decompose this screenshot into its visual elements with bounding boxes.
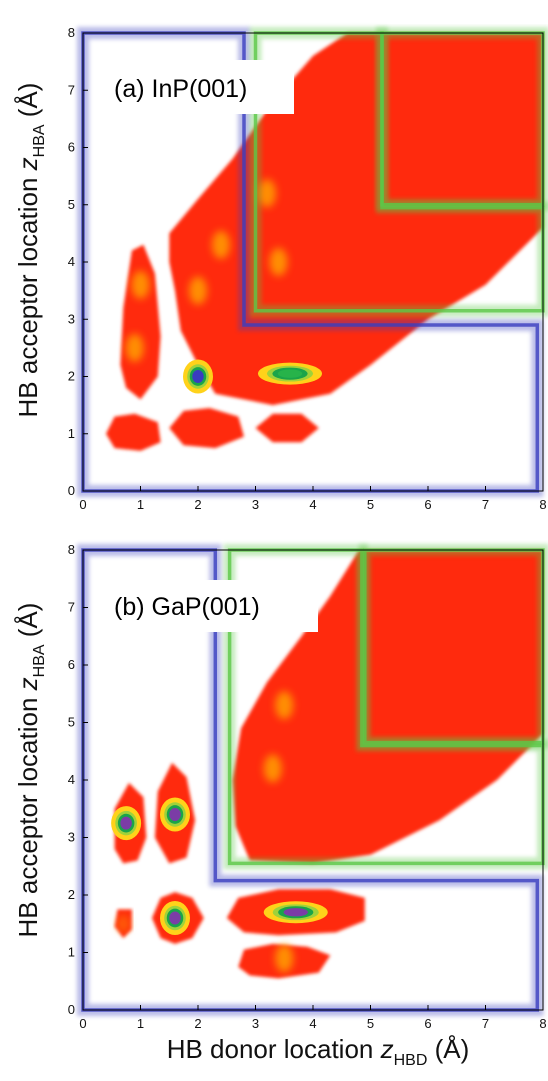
xlabel-sub: HBD	[394, 1052, 428, 1069]
panel-a-y-axis-label: HB acceptor location zHBA (Å)	[13, 83, 48, 418]
ylabel-a-var: z	[13, 157, 43, 171]
y-tick-label: 7	[68, 600, 75, 615]
xlabel-unit: (Å)	[427, 1034, 469, 1064]
peak-core	[277, 369, 303, 378]
panel-b-y-axis-label: HB acceptor location zHBA (Å)	[13, 603, 48, 938]
y-tick-label: 7	[68, 82, 75, 97]
ylabel-b-main: HB acceptor location	[13, 690, 43, 937]
density-region	[169, 408, 244, 449]
x-tick-label: 8	[539, 497, 546, 512]
peak-contour-outer	[116, 914, 131, 933]
peak-contour-outer	[263, 754, 282, 783]
density-region	[106, 413, 161, 451]
panel-a-inp001: 0 1 2 3 4 5 6 7 8 0 1 2 3 4 5 6 7 8 (a) InP(001)	[68, 25, 548, 512]
x-tick-label: 6	[424, 1016, 431, 1031]
density-region	[255, 413, 319, 443]
panel-b-ticks: 0 1 2 3 4 5 6 7 8 0 1 2 3 4 5 6 7 8	[68, 542, 547, 1031]
panel-a-ticks: 0 1 2 3 4 5 6 7 8 0 1 2 3 4 5 6 7 8	[68, 25, 547, 512]
y-tick-label: 4	[68, 254, 75, 269]
x-tick-label: 5	[367, 497, 374, 512]
y-tick-label: 6	[68, 140, 75, 155]
y-tick-label: 2	[68, 887, 75, 902]
density-peak	[160, 797, 190, 832]
x-tick-label: 2	[194, 1016, 201, 1031]
x-tick-label: 4	[309, 497, 316, 512]
x-tick-label: 7	[482, 1016, 489, 1031]
density-region	[120, 244, 161, 400]
density-peak	[275, 944, 294, 973]
ylabel-a-main: HB acceptor location	[13, 170, 43, 417]
density-peak	[183, 359, 213, 394]
x-tick-label: 2	[194, 497, 201, 512]
density-peak	[275, 691, 294, 720]
density-peak	[111, 806, 142, 841]
xlabel-var: z	[380, 1034, 394, 1064]
panel-a-label-box	[106, 60, 294, 114]
peak-contour-outer	[212, 230, 230, 259]
ylabel-b-sub: HBA	[31, 644, 48, 677]
ylabel-b-var: z	[13, 677, 43, 691]
ylabel-a-unit: (Å)	[13, 83, 43, 125]
peak-contour-outer	[258, 179, 276, 208]
peak-core	[192, 370, 204, 383]
x-tick-label: 1	[137, 497, 144, 512]
x-tick-label: 4	[309, 1016, 316, 1031]
peak-core	[283, 908, 308, 917]
peak-contour-outer	[269, 248, 288, 276]
y-tick-label: 1	[68, 945, 75, 960]
x-tick-label: 3	[252, 497, 259, 512]
peak-core	[120, 816, 132, 830]
y-tick-label: 5	[68, 197, 75, 212]
density-peak	[125, 333, 144, 362]
y-tick-label: 5	[68, 715, 75, 730]
y-tick-label: 2	[68, 369, 75, 384]
y-tick-label: 1	[68, 426, 75, 441]
peak-contour-outer	[125, 333, 144, 362]
peak-contour-outer	[131, 270, 150, 299]
density-peak	[269, 248, 288, 276]
density-peak	[263, 754, 282, 783]
panel-b-label: (b) GaP(001)	[114, 593, 260, 621]
y-tick-label: 3	[68, 311, 75, 326]
density-peak	[131, 270, 150, 299]
y-tick-label: 8	[68, 542, 75, 557]
panel-b-label-box	[106, 580, 318, 632]
x-tick-label: 5	[367, 1016, 374, 1031]
y-tick-label: 4	[68, 772, 75, 787]
panel-a-label: (a) InP(001)	[114, 75, 247, 103]
panel-b-gap001: 0 1 2 3 4 5 6 7 8 0 1 2 3 4 5 6 7 8 (b) GaP(001)	[68, 542, 548, 1031]
peak-contour-outer	[189, 276, 207, 305]
density-peak	[263, 901, 328, 924]
xlabel-main: HB donor location	[167, 1034, 381, 1064]
y-tick-label: 8	[68, 25, 75, 40]
peak-contour-outer	[275, 944, 294, 973]
x-tick-label: 8	[539, 1016, 546, 1031]
ylabel-b-unit: (Å)	[13, 603, 43, 645]
density-peak	[258, 179, 276, 208]
ylabel-a-sub: HBA	[31, 124, 48, 157]
x-tick-label: 7	[482, 497, 489, 512]
y-tick-label: 0	[68, 1002, 75, 1017]
density-peak	[160, 901, 190, 935]
x-tick-label: 0	[79, 497, 86, 512]
x-tick-label: 6	[424, 497, 431, 512]
density-peak	[116, 914, 131, 933]
y-tick-label: 0	[68, 483, 75, 498]
y-tick-label: 3	[68, 830, 75, 845]
x-tick-label: 1	[137, 1016, 144, 1031]
peak-contour-outer	[275, 691, 294, 720]
y-tick-label: 6	[68, 657, 75, 672]
x-axis-label: HB donor location zHBD (Å)	[167, 1034, 470, 1069]
x-tick-label: 3	[252, 1016, 259, 1031]
density-peak	[189, 276, 207, 305]
peak-core	[169, 808, 181, 821]
x-tick-label: 0	[79, 1016, 86, 1031]
peak-core	[169, 911, 181, 925]
density-peak	[258, 362, 322, 385]
density-peak	[212, 230, 230, 259]
